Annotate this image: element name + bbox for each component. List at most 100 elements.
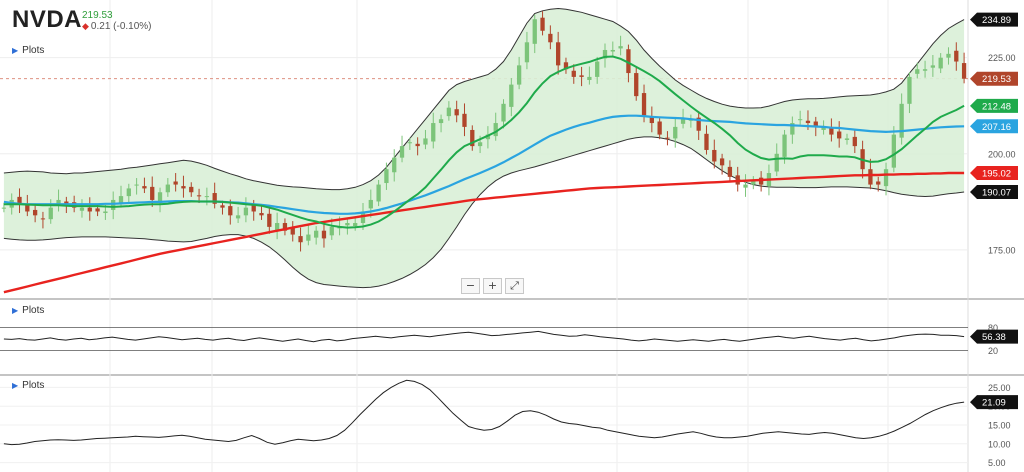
zoom-in-button[interactable]: + — [483, 278, 502, 294]
price-tag-label: 21.09 — [982, 398, 1006, 409]
candle-body — [470, 129, 475, 147]
price-tags: 234.89 219.53 212.48 207.16 195.02 190.07 56.3… — [970, 12, 1018, 410]
candle — [587, 66, 592, 85]
last-price: 219.53 — [82, 10, 113, 21]
candle-body — [719, 158, 725, 166]
candle-body — [407, 142, 412, 144]
candle — [212, 182, 217, 209]
candle — [501, 99, 506, 129]
reset-zoom-button[interactable]: ⤢ — [505, 278, 524, 294]
candle — [79, 199, 85, 218]
candle-body — [314, 230, 319, 238]
candle — [634, 66, 639, 101]
candle-body — [282, 223, 288, 231]
candle-body — [220, 205, 225, 208]
candle — [595, 56, 600, 84]
plots-toggle-oscillator[interactable]: ▶ Plots — [12, 305, 44, 316]
candle-body — [64, 201, 69, 204]
candle — [220, 200, 225, 215]
price-tag-shape — [970, 329, 1018, 344]
candle-body — [602, 49, 608, 59]
candle — [915, 62, 920, 79]
down-triangle-icon: ◆ — [82, 21, 89, 31]
zoom-out-button[interactable]: − — [461, 278, 480, 294]
candle — [462, 103, 467, 137]
plots-toggle-main[interactable]: ▶ Plots — [12, 45, 44, 56]
candle-body — [150, 186, 155, 200]
candle-body — [189, 186, 194, 193]
price-tag-bollinger-lower: 190.07 — [970, 184, 1018, 199]
candle-body — [516, 65, 522, 85]
candle-body — [181, 186, 186, 189]
price-tag-label: 212.48 — [982, 101, 1011, 112]
plots-toggle-volatility[interactable]: ▶ Plots — [12, 380, 44, 391]
candle — [946, 47, 951, 65]
candle — [353, 216, 358, 231]
candle-body — [485, 134, 491, 140]
candle — [17, 188, 22, 214]
candle-body — [618, 46, 623, 49]
price-tag-label: 190.07 — [982, 187, 1011, 198]
plots-label: Plots — [22, 380, 45, 391]
candle-body — [595, 61, 600, 77]
bollinger-lower-line — [3, 136, 965, 289]
candle-body — [805, 120, 811, 124]
candle — [602, 43, 608, 68]
candle — [407, 137, 412, 150]
candle — [704, 125, 709, 155]
candle — [142, 177, 147, 194]
play-triangle-icon: ▶ — [12, 46, 19, 55]
price-tag-shape — [970, 119, 1018, 134]
candle-body — [259, 213, 264, 216]
price-tag-shape — [970, 165, 1018, 180]
candle — [516, 56, 522, 90]
candle-body — [48, 207, 53, 220]
candle-body — [454, 109, 459, 116]
volatility-axis-tick-label: 10.00 — [988, 439, 1011, 449]
candle-body — [368, 199, 373, 209]
candle-body — [774, 153, 779, 172]
candle — [954, 42, 959, 71]
candle-body — [712, 149, 717, 162]
moving-averages — [3, 55, 965, 294]
candle — [259, 206, 264, 220]
candle — [727, 160, 733, 182]
candle — [907, 72, 912, 114]
price-tag-label: 56.38 — [982, 332, 1006, 343]
price-tag-label: 195.02 — [982, 168, 1011, 179]
candle — [790, 116, 795, 144]
candle — [548, 25, 553, 50]
candle — [32, 205, 38, 223]
candle — [438, 114, 444, 133]
candle-body — [1, 207, 7, 209]
candle-body — [813, 121, 818, 127]
price-tag-sma20: 212.48 — [970, 98, 1018, 113]
candle — [837, 121, 842, 148]
candle — [493, 112, 498, 141]
candle-body — [274, 223, 280, 230]
candle-body — [798, 119, 803, 121]
candle-body — [306, 234, 311, 241]
candle — [852, 130, 857, 154]
candle-body — [844, 138, 850, 140]
candle-body — [103, 211, 108, 214]
candle — [891, 126, 896, 173]
candle — [618, 35, 623, 56]
candle-body — [204, 196, 210, 198]
candle-body — [899, 103, 904, 138]
candle-body — [157, 192, 163, 204]
candle-body — [173, 181, 178, 185]
price-tag-shape — [970, 98, 1018, 113]
candle-body — [509, 84, 514, 107]
candle — [485, 126, 491, 149]
price-tag-label: 234.89 — [982, 15, 1011, 26]
candle — [228, 199, 233, 225]
candle — [111, 191, 116, 220]
candle — [126, 183, 131, 204]
candle-body — [438, 119, 444, 124]
candle-body — [532, 19, 537, 44]
candle-body — [743, 184, 748, 188]
candle — [899, 93, 904, 145]
